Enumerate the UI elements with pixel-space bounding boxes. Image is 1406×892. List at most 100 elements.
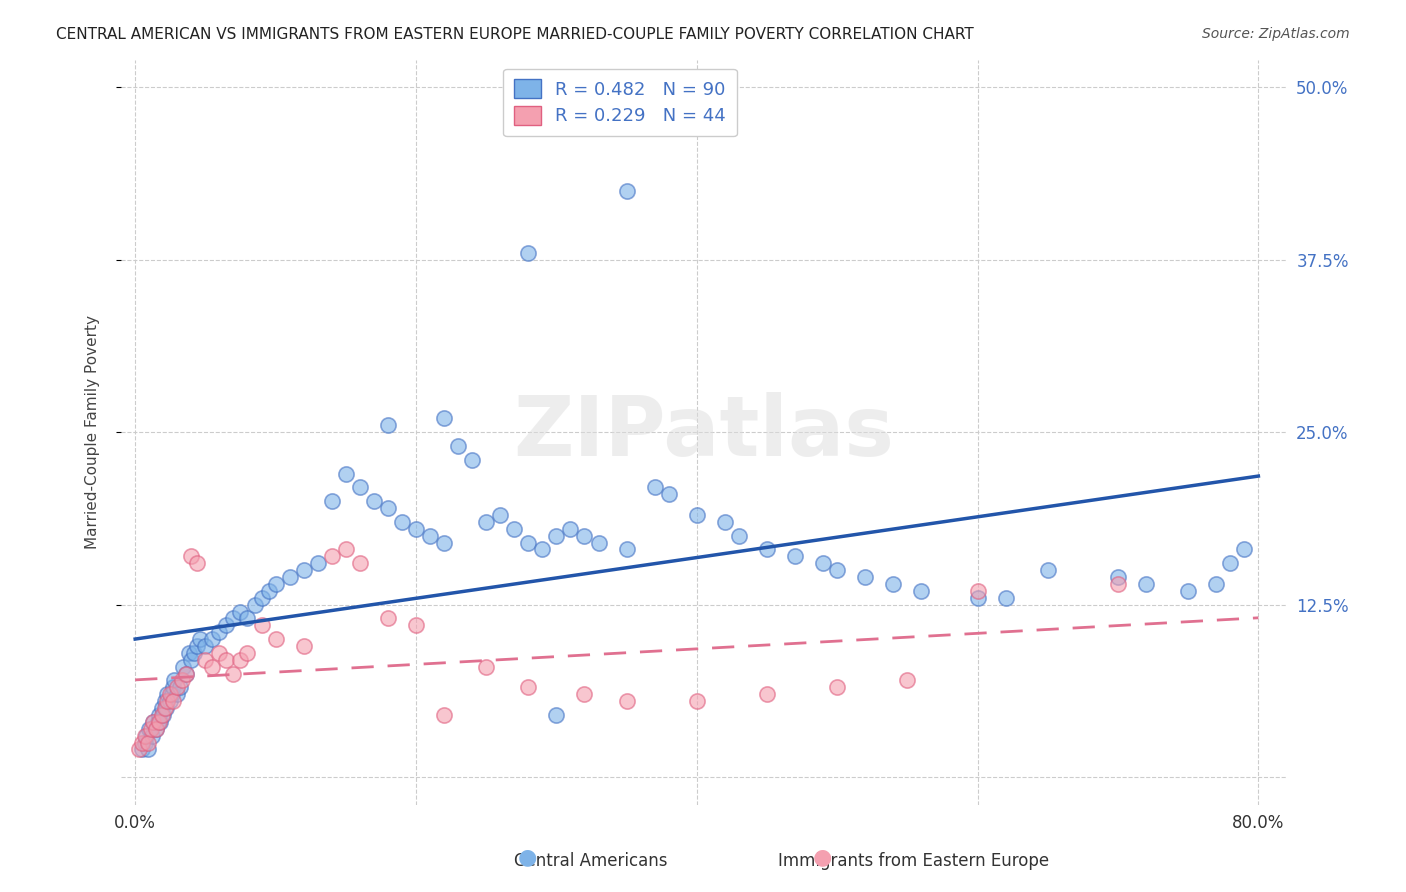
Point <box>264 632 287 646</box>
Point <box>146 714 169 729</box>
Point <box>136 735 159 749</box>
Point <box>243 598 266 612</box>
Point <box>321 549 343 564</box>
Point <box>292 639 315 653</box>
Point <box>160 687 183 701</box>
Point <box>574 687 596 701</box>
Legend: R = 0.482   N = 90, R = 0.229   N = 44: R = 0.482 N = 90, R = 0.229 N = 44 <box>503 69 737 136</box>
Point <box>756 687 779 701</box>
Point <box>433 535 456 549</box>
Point <box>1177 583 1199 598</box>
Point <box>149 714 172 729</box>
Point <box>142 714 165 729</box>
Point <box>461 452 484 467</box>
Point <box>236 611 259 625</box>
Point <box>250 591 273 605</box>
Point <box>714 515 737 529</box>
Point <box>728 528 751 542</box>
Point <box>162 694 184 708</box>
Point <box>825 563 848 577</box>
Point <box>377 418 399 433</box>
Point <box>335 542 357 557</box>
Point <box>134 735 156 749</box>
Point <box>215 618 238 632</box>
Point <box>475 515 498 529</box>
Point <box>128 742 150 756</box>
Point <box>616 184 638 198</box>
Point <box>138 722 160 736</box>
Point <box>405 618 427 632</box>
Point <box>517 535 540 549</box>
Text: ZIPatlas: ZIPatlas <box>513 392 894 473</box>
Point <box>141 729 163 743</box>
Point <box>148 708 170 723</box>
Point <box>658 487 681 501</box>
Point <box>208 646 231 660</box>
Point <box>153 701 176 715</box>
Point <box>1107 570 1129 584</box>
Text: Central Americans: Central Americans <box>513 852 668 870</box>
Point <box>186 556 208 570</box>
Point <box>174 666 197 681</box>
Point <box>616 542 638 557</box>
Point <box>174 666 197 681</box>
Point <box>910 583 932 598</box>
Text: ●: ● <box>517 847 537 867</box>
Point <box>156 687 179 701</box>
Point <box>166 687 188 701</box>
Point <box>278 570 301 584</box>
Point <box>292 563 315 577</box>
Point <box>1135 577 1157 591</box>
Point <box>644 480 666 494</box>
Point <box>756 542 779 557</box>
Text: Source: ZipAtlas.com: Source: ZipAtlas.com <box>1202 27 1350 41</box>
Point <box>180 653 202 667</box>
Point <box>811 556 834 570</box>
Point <box>349 556 371 570</box>
Point <box>166 681 188 695</box>
Point <box>686 694 709 708</box>
Point <box>135 729 157 743</box>
Point <box>183 646 205 660</box>
Point <box>1219 556 1241 570</box>
Point <box>686 508 709 522</box>
Point <box>180 549 202 564</box>
Point <box>349 480 371 494</box>
Point <box>169 681 191 695</box>
Text: CENTRAL AMERICAN VS IMMIGRANTS FROM EASTERN EUROPE MARRIED-COUPLE FAMILY POVERTY: CENTRAL AMERICAN VS IMMIGRANTS FROM EAST… <box>56 27 974 42</box>
Point <box>194 653 217 667</box>
Point <box>170 673 193 688</box>
Point <box>588 535 610 549</box>
Point <box>896 673 918 688</box>
Point <box>363 494 385 508</box>
Point <box>391 515 413 529</box>
Point <box>155 701 177 715</box>
Point <box>250 618 273 632</box>
Point <box>156 694 179 708</box>
Point <box>229 605 252 619</box>
Point <box>222 666 245 681</box>
Point <box>377 611 399 625</box>
Point <box>783 549 806 564</box>
Point <box>222 611 245 625</box>
Point <box>150 701 173 715</box>
Point <box>503 522 526 536</box>
Point <box>150 708 173 723</box>
Point <box>145 722 167 736</box>
Text: ●: ● <box>813 847 832 867</box>
Point <box>1233 542 1256 557</box>
Point <box>163 673 186 688</box>
Point <box>853 570 876 584</box>
Point <box>475 659 498 673</box>
Point <box>131 742 153 756</box>
Point <box>433 708 456 723</box>
Point <box>546 528 568 542</box>
Point <box>139 722 162 736</box>
Point <box>159 687 181 701</box>
Point <box>134 729 156 743</box>
Point <box>142 714 165 729</box>
Point <box>215 653 238 667</box>
Point <box>208 625 231 640</box>
Point <box>264 577 287 591</box>
Point <box>236 646 259 660</box>
